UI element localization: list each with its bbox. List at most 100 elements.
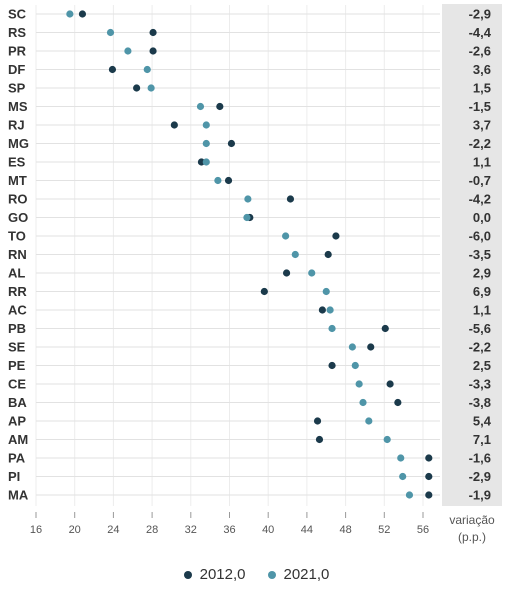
dot-2012 (260, 287, 268, 296)
dot-2021 (202, 121, 210, 129)
dot-2012 (133, 84, 141, 92)
variation-header-line: variação (449, 513, 495, 527)
variation-label: -6,0 (469, 229, 491, 244)
dot-plot-chart: 16 20 24 28 32 36 40 44 48 52 56 SC -2,9 RS -4,4 PR -2,6… (8, 4, 502, 544)
legend-item-2012: 2012,0 (183, 566, 246, 583)
variation-label: 2,9 (473, 266, 491, 281)
dot-2021 (355, 380, 363, 388)
dot-2012 (318, 306, 326, 314)
dot-2021 (399, 472, 407, 481)
dot-2021 (308, 269, 316, 277)
state-label: AL (8, 266, 25, 281)
variation-label: 5,4 (473, 414, 492, 429)
legend-label-2012: 2012,0 (199, 566, 246, 583)
dot-2012 (224, 176, 233, 185)
dot-2021 (365, 417, 373, 425)
legend-dot-2012 (183, 570, 192, 579)
variation-label: -2,2 (469, 340, 491, 355)
dot-2021 (359, 398, 367, 407)
state-label: RJ (8, 118, 25, 133)
variation-label: 1,5 (473, 81, 491, 96)
state-label: BA (8, 395, 27, 410)
dot-2012 (149, 28, 157, 37)
dot-2012 (324, 250, 332, 259)
state-label: RO (8, 192, 28, 207)
state-label: RS (8, 25, 26, 40)
legend-label-2021: 2021,0 (283, 566, 330, 583)
x-tick-label: 28 (146, 524, 158, 536)
variation-label: -0,7 (469, 173, 491, 188)
variation-column-bg (442, 4, 502, 506)
state-label: PR (8, 44, 27, 59)
dot-2021 (143, 65, 151, 74)
x-tick-label: 36 (223, 524, 235, 536)
dot-2021 (124, 47, 132, 55)
variation-label: 6,9 (473, 284, 491, 299)
state-label: AC (8, 303, 27, 318)
dot-2012 (108, 65, 117, 74)
dot-2012 (170, 121, 178, 129)
dot-2021 (328, 324, 336, 333)
dot-2012 (425, 491, 433, 499)
dot-2012 (381, 324, 389, 333)
state-label: TO (8, 229, 26, 244)
dot-2012 (394, 398, 402, 407)
state-label: PI (8, 469, 20, 484)
variation-label: -2,6 (469, 44, 491, 59)
variation-label: -1,5 (469, 99, 491, 114)
state-label: GO (8, 210, 28, 225)
dot-2021 (243, 213, 251, 222)
x-tick-label: 52 (378, 524, 390, 536)
state-label: SE (8, 340, 26, 355)
dot-2021 (326, 306, 334, 314)
dot-2012 (425, 454, 433, 462)
dot-2012 (227, 139, 236, 148)
dot-2021 (106, 28, 115, 37)
dot-2021 (322, 287, 330, 296)
dot-2021 (202, 139, 210, 148)
variation-label: -2,2 (469, 136, 491, 151)
state-label: PE (8, 358, 26, 373)
state-label: PA (8, 451, 26, 466)
x-tick-label: 16 (30, 524, 42, 536)
state-label: SC (8, 7, 27, 22)
dot-2021 (348, 343, 356, 351)
x-tick-label: 48 (339, 524, 351, 536)
variation-label: -3,3 (469, 377, 491, 392)
legend-item-2021: 2021,0 (267, 566, 330, 583)
legend-dot-2021 (267, 570, 276, 579)
dot-2021 (66, 10, 74, 18)
variation-label: 1,1 (473, 303, 491, 318)
variation-header-line: (p.p.) (458, 530, 486, 544)
variation-label: -2,9 (469, 469, 491, 484)
variation-label: 3,7 (473, 118, 491, 133)
state-label: RR (8, 284, 27, 299)
variation-label: 2,5 (473, 358, 491, 373)
x-tick-label: 56 (417, 524, 429, 536)
variation-label: -3,5 (469, 247, 491, 262)
variation-label: -2,9 (469, 7, 491, 22)
variation-label: -4,2 (469, 192, 491, 207)
state-label: AP (8, 414, 26, 429)
state-label: MA (8, 488, 29, 503)
variation-label: 1,1 (473, 155, 491, 170)
variation-label: 0,0 (473, 210, 491, 225)
dot-2021 (383, 435, 391, 444)
dot-2012 (425, 472, 433, 481)
dot-2021 (405, 491, 414, 499)
dot-2012 (78, 10, 87, 18)
dot-2012 (216, 102, 224, 111)
dot-2021 (147, 84, 155, 92)
state-label: RN (8, 247, 27, 262)
state-label: PB (8, 321, 26, 336)
dot-2012 (332, 232, 340, 240)
x-tick-label: 20 (69, 524, 81, 536)
variation-label: -3,8 (469, 395, 491, 410)
dot-2021 (202, 158, 210, 166)
variation-label: 3,6 (473, 62, 491, 77)
state-label: AM (8, 432, 28, 447)
dot-2012 (386, 380, 394, 388)
dot-2021 (244, 195, 252, 203)
variation-label: -1,9 (469, 488, 491, 503)
dot-2012 (149, 47, 157, 55)
